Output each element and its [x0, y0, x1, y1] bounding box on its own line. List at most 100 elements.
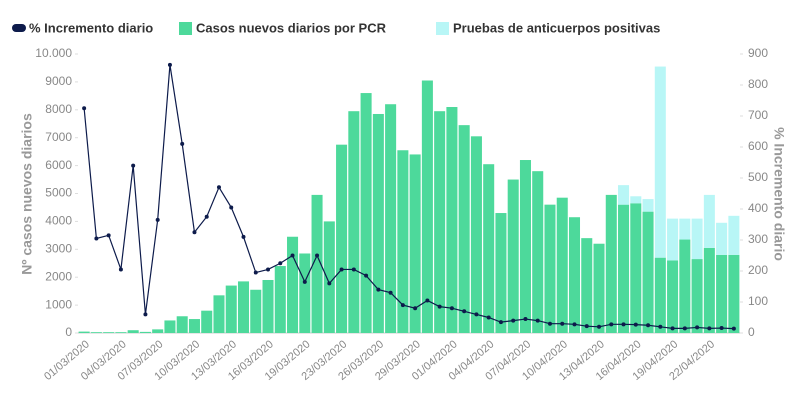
line-point	[266, 267, 271, 272]
bar	[679, 218, 691, 240]
bar	[703, 247, 715, 333]
line-point	[82, 106, 87, 111]
bar	[385, 104, 397, 333]
line-point	[413, 306, 418, 311]
bar	[262, 279, 274, 333]
bar	[654, 66, 666, 258]
bar	[164, 320, 176, 333]
line-point	[646, 323, 651, 328]
y-axis-title: Nº casos nuevos diarios	[19, 113, 35, 275]
bar	[679, 239, 691, 333]
y2-tick-label: 300	[748, 232, 768, 246]
bar	[287, 236, 299, 333]
bar	[274, 266, 286, 333]
bar	[336, 144, 348, 333]
bar	[397, 150, 409, 333]
bar	[188, 319, 200, 333]
line-point	[486, 315, 491, 320]
bar	[323, 221, 335, 333]
bar	[716, 254, 728, 333]
bar	[544, 204, 556, 333]
line-point	[192, 230, 197, 235]
line-point	[523, 317, 528, 322]
line-point	[315, 253, 320, 258]
line-point	[229, 205, 234, 210]
y2-tick-label: 600	[748, 139, 768, 153]
line-point	[633, 322, 638, 327]
bar	[703, 194, 715, 248]
line-point	[290, 253, 295, 258]
line-point	[719, 326, 724, 331]
bar	[618, 185, 630, 205]
bar	[409, 154, 421, 333]
bar	[225, 285, 237, 333]
line	[83, 64, 734, 330]
bar	[593, 243, 605, 333]
line-point	[437, 304, 442, 309]
line-point	[695, 325, 700, 330]
bar	[728, 254, 740, 333]
bar	[127, 330, 139, 333]
bar	[483, 164, 495, 333]
line-point	[376, 287, 381, 292]
bar	[532, 171, 544, 333]
bar	[299, 253, 311, 333]
bar	[667, 260, 679, 333]
line-point	[364, 273, 369, 278]
line-point	[670, 326, 675, 331]
line-point	[131, 163, 136, 168]
bar	[446, 107, 458, 333]
bar	[691, 218, 703, 260]
line-point	[143, 312, 148, 317]
line-point	[560, 321, 565, 326]
line-point	[155, 217, 160, 222]
bar	[458, 125, 470, 334]
line-point	[327, 281, 332, 286]
bar	[568, 217, 581, 333]
bar	[654, 257, 666, 333]
bar	[667, 218, 679, 261]
y-tick-label: 0	[65, 325, 72, 339]
bar	[103, 332, 115, 333]
bar	[78, 331, 90, 333]
y-tick-label: 6000	[45, 158, 72, 172]
line-point	[253, 270, 258, 275]
y2-tick-label: 500	[748, 170, 768, 184]
bar	[470, 136, 482, 333]
y2-tick-label: 800	[748, 77, 768, 91]
line-point	[204, 214, 209, 219]
bar	[152, 329, 164, 333]
bar	[605, 194, 617, 333]
legend-label: Pruebas de anticuerpos positivas	[453, 20, 660, 35]
legend-label: Casos nuevos diarios por PCR	[196, 20, 387, 35]
line-point	[94, 236, 99, 241]
bar	[201, 310, 213, 333]
line-point	[278, 261, 283, 266]
y-tick-label: 8000	[45, 102, 72, 116]
bar	[716, 222, 728, 255]
y2-tick-label: 900	[748, 46, 768, 60]
bar	[213, 295, 225, 333]
bar	[250, 289, 262, 333]
line-point	[547, 321, 552, 326]
bar	[507, 179, 519, 333]
line-point	[167, 62, 172, 67]
line-point	[707, 326, 712, 331]
bar	[691, 259, 703, 333]
y-tick-label: 2000	[45, 269, 72, 283]
line-point	[339, 267, 344, 272]
bar	[618, 204, 630, 333]
line-point	[302, 279, 307, 284]
bar	[115, 332, 127, 333]
y2-axis-title: % Incremento diario	[771, 127, 787, 261]
y-tick-label: 1000	[45, 297, 72, 311]
y-tick-label: 4000	[45, 214, 72, 228]
line-point	[658, 324, 663, 329]
line-point	[621, 322, 626, 327]
bar	[348, 111, 360, 333]
y2-tick-label: 400	[748, 201, 768, 215]
line-point	[400, 303, 405, 308]
bar	[90, 332, 102, 333]
y-tick-label: 3000	[45, 241, 72, 255]
line-point	[609, 322, 614, 327]
